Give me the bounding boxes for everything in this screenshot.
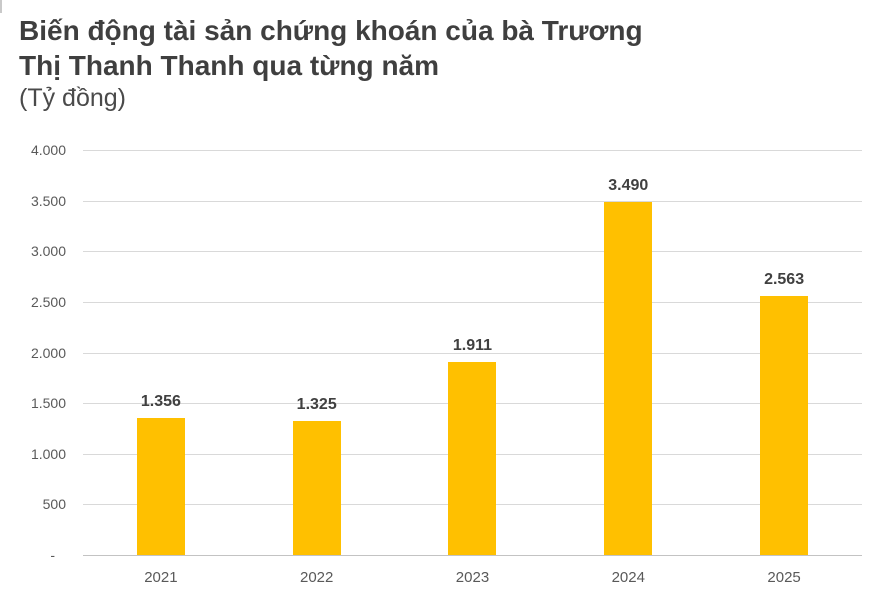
x-axis-line: [83, 555, 862, 556]
x-tick-label-2024: 2024: [611, 569, 645, 586]
x-tick-label-2021: 2021: [144, 569, 178, 586]
gridline: [83, 301, 862, 303]
y-tick-label: 2.000: [30, 344, 66, 361]
x-tick-label-2023: 2023: [455, 569, 490, 586]
y-tick-label: 4.000: [30, 142, 66, 158]
bar-2022: [292, 420, 341, 555]
bar-slot-2021: 1.356: [83, 150, 239, 555]
x-tick-label-2022: 2022: [300, 569, 334, 586]
y-tick-label: 1.000: [30, 445, 66, 462]
bar-2024: [604, 201, 653, 555]
bar-value-label-2022: 1.325: [296, 395, 337, 413]
bar-2025: [760, 295, 809, 555]
bar-slot-2024: 3.490: [550, 150, 706, 555]
bar-slot-2023: 1.911: [395, 150, 551, 555]
gridline: [83, 352, 862, 354]
bar-2023: [448, 361, 497, 555]
bar-value-label-2023: 1.911: [452, 336, 493, 354]
bar-slot-2025: 2.563: [706, 150, 862, 555]
y-tick-label: 500: [42, 496, 66, 513]
y-tick-label: 3.000: [30, 243, 66, 260]
gridline: [83, 200, 862, 202]
bar-value-label-2025: 2.563: [764, 270, 805, 288]
x-tick-label-2025: 2025: [767, 569, 801, 586]
bar-2021: [136, 417, 185, 555]
gridline: [83, 150, 862, 151]
bar-value-label-2024: 3.490: [608, 176, 649, 194]
gridline: [83, 251, 862, 253]
bar-slot-2022: 1.325: [239, 150, 395, 555]
y-tick-label: 2.500: [30, 293, 66, 310]
bar-value-label-2021: 1.356: [140, 392, 181, 410]
screen-edge-artifact: [0, 0, 2, 13]
chart-header: Biến động tài sản chứng khoán của bà Trư…: [19, 13, 859, 114]
chart-title-line-1: Biến động tài sản chứng khoán của bà Trư…: [19, 15, 643, 46]
y-tick-label: 3.500: [30, 192, 66, 209]
y-tick-label: 1.500: [30, 395, 66, 412]
chart-unit-subtitle: (Tỷ đồng): [19, 84, 126, 112]
plot-area: 1.356 1.325 1.911 3.490 2.563: [83, 150, 862, 556]
y-tick-label: -: [50, 547, 55, 563]
chart-title-line-2: Thị Thanh Thanh qua từng năm: [19, 50, 440, 81]
